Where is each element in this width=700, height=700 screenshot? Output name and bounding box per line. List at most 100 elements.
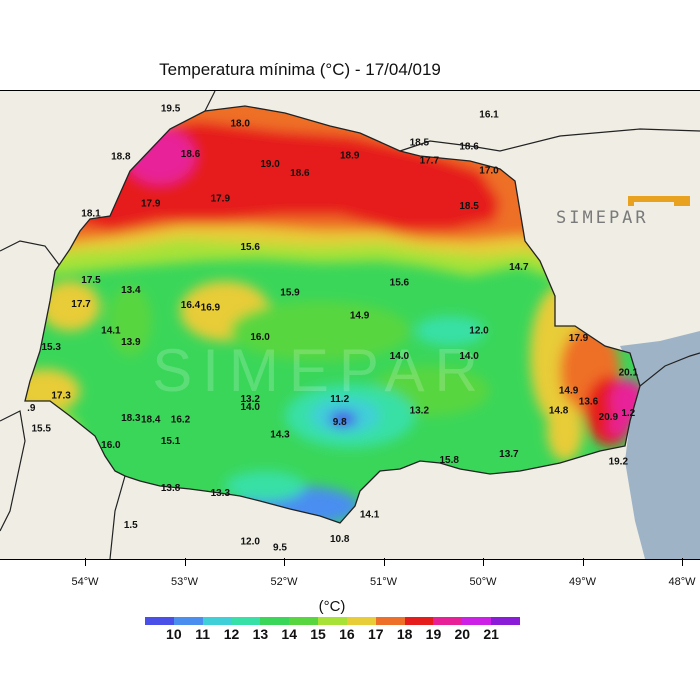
station-value: 14.0	[390, 351, 410, 362]
station-value: 14.3	[270, 430, 290, 441]
station-value: 11.2	[330, 394, 349, 405]
colorbar-label: 13	[252, 626, 269, 642]
station-value: 18.5	[410, 138, 430, 149]
lon-label: 53°W	[170, 576, 199, 588]
station-value: 15.1	[161, 436, 181, 447]
station-value: 13.2	[240, 394, 260, 405]
station-value: 16.2	[171, 415, 191, 426]
station-value: 15.5	[31, 423, 51, 434]
station-value: 17.9	[141, 199, 161, 210]
colorbar-segment	[231, 617, 261, 625]
colorbar-label: 10	[166, 626, 182, 642]
station-value: 18.5	[459, 201, 479, 212]
colorbar-segment	[260, 617, 290, 625]
colorbar-segment	[375, 617, 406, 625]
colorbar-label: 21	[483, 626, 499, 642]
station-value: 16.0	[250, 332, 270, 343]
lon-label: 50°W	[469, 576, 497, 588]
colorbar-segment	[173, 617, 204, 625]
station-value: 18.1	[81, 209, 101, 220]
border-santa-catarina-west	[109, 475, 126, 559]
colorbar-segment	[202, 617, 233, 625]
lon-label: 49°W	[568, 576, 597, 588]
station-value: 9.5	[273, 543, 287, 554]
colorbar-label: 14	[281, 626, 297, 642]
lon-label: 52°W	[270, 576, 298, 588]
station-value: 15.6	[240, 242, 260, 253]
station-value: 18.9	[340, 150, 360, 161]
station-value: 15.6	[390, 277, 410, 288]
station-value: 17.0	[479, 166, 499, 177]
station-value: 14.8	[549, 406, 569, 417]
lon-label: 51°W	[369, 576, 398, 588]
station-value: 16.9	[201, 303, 221, 314]
colorbar-segment	[145, 617, 175, 625]
map-frame: SIMEPAR 19.519.06.018.016.118.518.618.81…	[0, 90, 700, 560]
lon-tick	[184, 558, 186, 566]
station-value: 14.0	[240, 402, 260, 413]
station-value: 16.1	[479, 110, 499, 121]
colorbar-segment	[404, 617, 434, 625]
station-value: 18.6	[181, 149, 201, 160]
colorbar-label: 19	[425, 626, 442, 642]
station-value: 14.9	[350, 310, 370, 321]
colorbar-segment	[433, 617, 463, 625]
station-value: 13.8	[161, 483, 181, 494]
station-value: 17.9	[569, 333, 589, 344]
station-value: 10.8	[330, 534, 350, 545]
map-canvas: SIMEPAR 19.519.06.018.016.118.518.618.81…	[0, 91, 700, 559]
border-paraguay	[0, 240, 61, 267]
station-value: 18.4	[141, 415, 161, 426]
colorbar-label: 20	[454, 626, 471, 642]
station-value: 19.0	[260, 159, 280, 170]
colorbar-segment	[346, 617, 377, 625]
station-value: 14.1	[101, 326, 121, 337]
station-value: 14.7	[509, 262, 529, 273]
station-value: 14.9	[559, 385, 579, 396]
colorbar-segment	[289, 617, 319, 625]
station-value: 18.8	[111, 152, 131, 163]
station-value: 14.1	[360, 510, 380, 521]
station-value: 14.0	[459, 351, 479, 362]
state-outline-parana	[24, 105, 641, 524]
station-value: 13.4	[121, 285, 141, 296]
simepar-logo: SIMEPAR	[556, 194, 696, 230]
station-value: 19.2	[609, 456, 629, 467]
station-value: 20.9	[599, 412, 619, 423]
station-value: 17.9	[211, 194, 231, 205]
station-value: 1.2	[621, 408, 635, 419]
colorbar-label: 12	[223, 626, 240, 642]
map-title: Temperatura mínima (°C) - 17/04/019	[159, 60, 441, 79]
coast-sao-paulo	[639, 352, 700, 387]
lon-tick	[582, 558, 584, 566]
station-value: 18.6	[290, 168, 310, 179]
station-value: 13.2	[410, 406, 430, 417]
lon-tick	[383, 558, 385, 566]
station-labels: 19.519.06.018.016.118.518.618.818.619.01…	[27, 103, 639, 554]
station-value: 18.0	[230, 119, 250, 130]
station-value: 13.7	[499, 449, 519, 460]
colorbar-label: 11	[195, 626, 211, 642]
station-value: 1.5	[124, 520, 138, 531]
lon-tick	[85, 558, 86, 566]
colorbar-label: 18	[396, 626, 413, 642]
station-value: 19.5	[161, 103, 181, 114]
colorbar-segment	[462, 617, 492, 625]
station-value: 13.6	[579, 397, 599, 408]
border-sao-paulo	[399, 128, 700, 152]
colorbar-label: 16	[339, 626, 355, 642]
border-argentina	[0, 410, 26, 532]
border-north-west	[204, 91, 216, 112]
station-value: 20.1	[619, 368, 639, 379]
lon-tick	[284, 558, 285, 566]
station-value: 18.3	[121, 413, 141, 424]
colorbar-label: 17	[367, 626, 384, 642]
watermark-logo: SIMEPAR	[152, 337, 488, 404]
station-value: 18.6	[459, 141, 479, 152]
station-value: 16.0	[101, 440, 121, 451]
station-value: 17.3	[51, 390, 71, 401]
station-value: 12.0	[469, 326, 489, 337]
station-value: 16.4	[181, 300, 201, 311]
station-value: 17.7	[420, 155, 440, 166]
station-value: 17.5	[81, 275, 101, 286]
